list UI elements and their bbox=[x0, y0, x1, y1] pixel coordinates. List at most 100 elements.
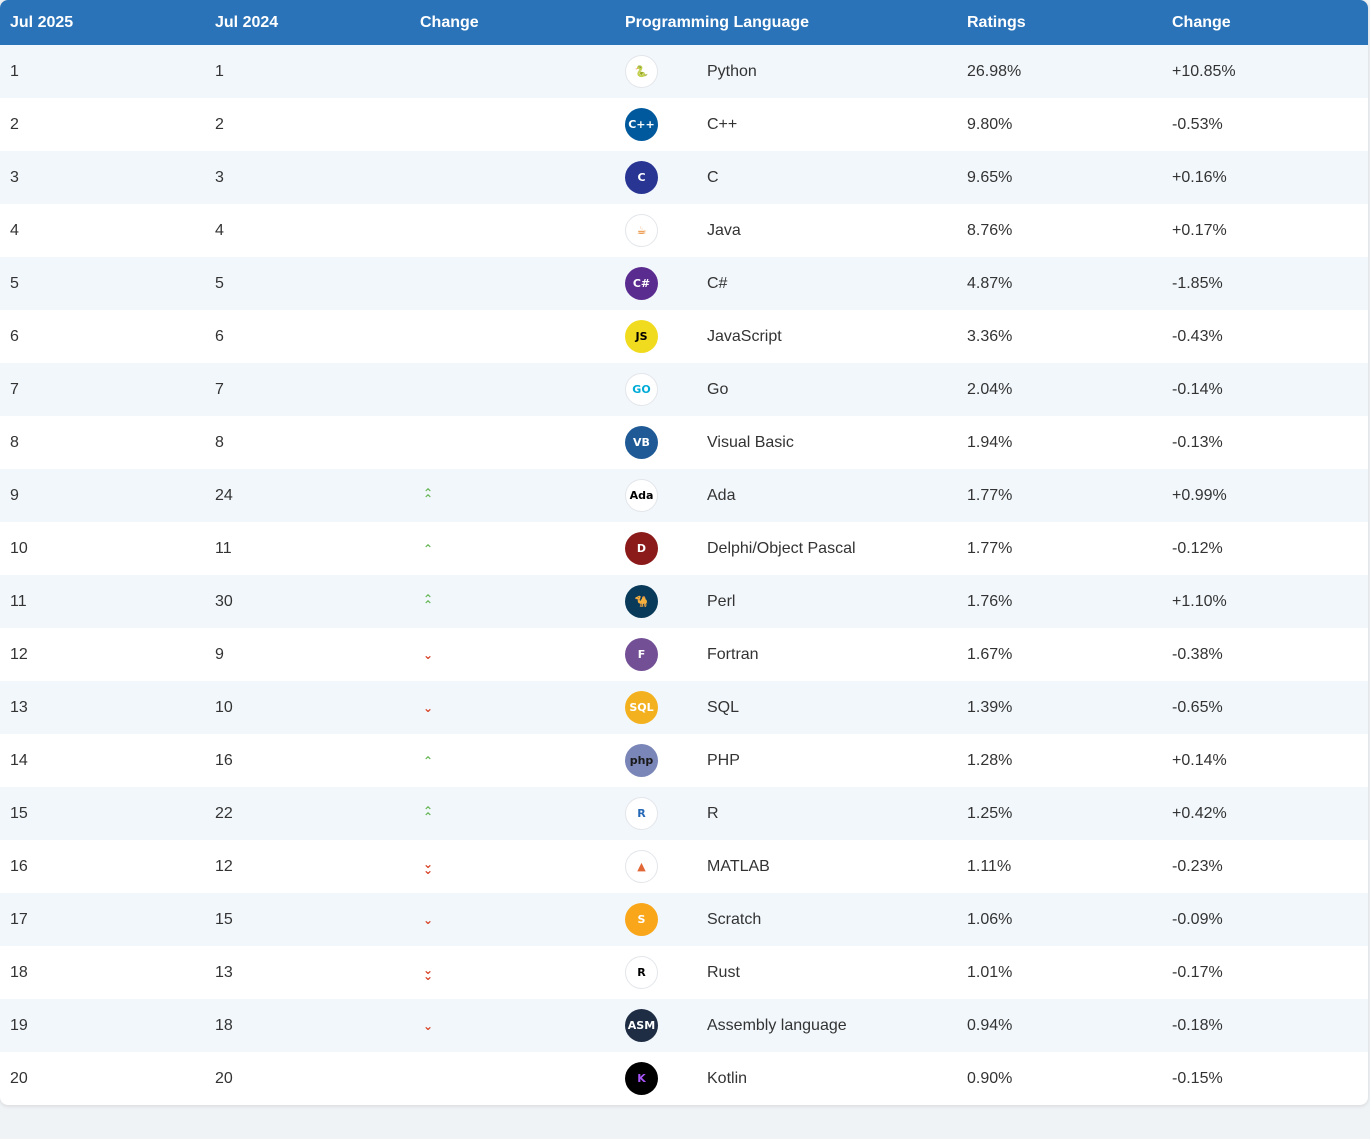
current-rank: 9 bbox=[10, 486, 19, 504]
language-logo: JS bbox=[625, 310, 658, 363]
header-language[interactable]: Programming Language bbox=[625, 13, 810, 31]
previous-rank: 7 bbox=[215, 380, 224, 398]
rating-change: -0.65% bbox=[1172, 698, 1223, 716]
perl-icon: 🐪 bbox=[625, 585, 658, 618]
current-rank: 6 bbox=[10, 327, 19, 345]
table-row: 10 11 ⌃ D Delphi/Object Pascal 1.77% -0.12% bbox=[0, 522, 1368, 575]
language-logo: ☕ bbox=[625, 204, 658, 257]
table-row: 15 22 ⌃ ⌃ R R 1.25% +0.42% bbox=[0, 787, 1368, 840]
language-name: PHP bbox=[707, 751, 740, 769]
rating-change: -0.18% bbox=[1172, 1016, 1223, 1034]
rank-change: ⌄ bbox=[420, 628, 436, 681]
table-header: Jul 2025 Jul 2024 Change Programming Lan… bbox=[0, 0, 1368, 45]
language-name: C# bbox=[707, 274, 728, 292]
current-rank: 15 bbox=[10, 804, 28, 822]
language-logo: GO bbox=[625, 363, 658, 416]
rating-change: -0.23% bbox=[1172, 857, 1223, 875]
rating: 1.94% bbox=[967, 433, 1013, 451]
rating: 1.28% bbox=[967, 751, 1013, 769]
language-name: C bbox=[707, 168, 719, 186]
language-logo: C# bbox=[625, 257, 658, 310]
arrow-up-double-icon: ⌃ ⌃ bbox=[422, 803, 434, 824]
rating: 9.80% bbox=[967, 115, 1013, 133]
kotlin-icon: K bbox=[625, 1062, 658, 1095]
previous-rank: 22 bbox=[215, 804, 233, 822]
table-row: 18 13 ⌄ ⌄ R Rust 1.01% -0.17% bbox=[0, 946, 1368, 999]
rust-icon: R bbox=[625, 956, 658, 989]
language-name: Perl bbox=[707, 592, 736, 610]
rating-change: -0.38% bbox=[1172, 645, 1223, 663]
rating: 26.98% bbox=[967, 62, 1022, 80]
language-logo: 🐪 bbox=[625, 575, 658, 628]
rating-change: -0.09% bbox=[1172, 910, 1223, 928]
language-name: Delphi/Object Pascal bbox=[707, 539, 856, 557]
rating-change: +0.99% bbox=[1172, 486, 1227, 504]
table-row: 14 16 ⌃ php PHP 1.28% +0.14% bbox=[0, 734, 1368, 787]
header-rank-change[interactable]: Change bbox=[420, 13, 479, 31]
arrow-down-icon: ⌄ bbox=[422, 700, 434, 715]
table-row: 1 1 🐍 Python 26.98% +10.85% bbox=[0, 45, 1368, 98]
csharp-icon: C# bbox=[625, 267, 658, 300]
rating: 1.39% bbox=[967, 698, 1013, 716]
language-logo: R bbox=[625, 946, 658, 999]
rating: 1.01% bbox=[967, 963, 1013, 981]
delphi-icon: D bbox=[625, 532, 658, 565]
header-ratings[interactable]: Ratings bbox=[967, 13, 1026, 31]
rating-change: -0.13% bbox=[1172, 433, 1223, 451]
language-logo: D bbox=[625, 522, 658, 575]
scratch-icon: S bbox=[625, 903, 658, 936]
language-name: SQL bbox=[707, 698, 740, 716]
header-previous-rank[interactable]: Jul 2024 bbox=[215, 13, 279, 31]
arrow-up-double-icon: ⌃ ⌃ bbox=[422, 591, 434, 612]
rank-change: ⌄ bbox=[420, 893, 436, 946]
language-name: Assembly language bbox=[707, 1016, 847, 1034]
header-ratings-change[interactable]: Change bbox=[1172, 13, 1231, 31]
language-name: Go bbox=[707, 380, 729, 398]
language-logo: SQL bbox=[625, 681, 658, 734]
python-icon: 🐍 bbox=[625, 55, 658, 88]
rating: 3.36% bbox=[967, 327, 1013, 345]
rating: 1.67% bbox=[967, 645, 1013, 663]
header-current-rank[interactable]: Jul 2025 bbox=[10, 13, 74, 31]
rating: 1.76% bbox=[967, 592, 1013, 610]
rank-change: ⌃ ⌃ bbox=[420, 469, 436, 522]
rating-change: -0.17% bbox=[1172, 963, 1223, 981]
rank-change: ⌃ ⌃ bbox=[420, 575, 436, 628]
current-rank: 13 bbox=[10, 698, 28, 716]
rating: 0.94% bbox=[967, 1016, 1013, 1034]
language-name: JavaScript bbox=[707, 327, 782, 345]
tiobe-index-table: Jul 2025 Jul 2024 Change Programming Lan… bbox=[0, 0, 1368, 1105]
previous-rank: 15 bbox=[215, 910, 233, 928]
previous-rank: 11 bbox=[215, 539, 232, 557]
table-row: 3 3 C C 9.65% +0.16% bbox=[0, 151, 1368, 204]
matlab-icon: ▲ bbox=[625, 850, 658, 883]
previous-rank: 6 bbox=[215, 327, 224, 345]
current-rank: 19 bbox=[10, 1016, 28, 1034]
c-icon: C bbox=[625, 161, 658, 194]
table-row: 13 10 ⌄ SQL SQL 1.39% -0.65% bbox=[0, 681, 1368, 734]
arrow-up-icon: ⌃ bbox=[422, 541, 434, 556]
visual-basic-icon: VB bbox=[625, 426, 658, 459]
language-logo: VB bbox=[625, 416, 658, 469]
previous-rank: 4 bbox=[215, 221, 224, 239]
sql-icon: SQL bbox=[625, 691, 658, 724]
arrow-up-icon: ⌃ bbox=[422, 753, 434, 768]
previous-rank: 16 bbox=[215, 751, 233, 769]
previous-rank: 3 bbox=[215, 168, 224, 186]
arrow-down-double-icon: ⌄ ⌄ bbox=[422, 856, 434, 877]
table-row: 20 20 K Kotlin 0.90% -0.15% bbox=[0, 1052, 1368, 1105]
rank-change: ⌃ ⌃ bbox=[420, 787, 436, 840]
rating-change: -0.43% bbox=[1172, 327, 1223, 345]
rating-change: +10.85% bbox=[1172, 62, 1236, 80]
rating-change: -1.85% bbox=[1172, 274, 1223, 292]
table-row: 8 8 VB Visual Basic 1.94% -0.13% bbox=[0, 416, 1368, 469]
table-row: 2 2 C++ C++ 9.80% -0.53% bbox=[0, 98, 1368, 151]
table-body: 1 1 🐍 Python 26.98% +10.85% 2 2 C++ C++ 9.80% -0.53… bbox=[0, 45, 1368, 1105]
language-name: Kotlin bbox=[707, 1069, 748, 1087]
rating-change: +0.17% bbox=[1172, 221, 1227, 239]
javascript-icon: JS bbox=[625, 320, 658, 353]
php-icon: php bbox=[625, 744, 658, 777]
current-rank: 17 bbox=[10, 910, 28, 928]
language-name: Scratch bbox=[707, 910, 762, 928]
current-rank: 20 bbox=[10, 1069, 28, 1087]
